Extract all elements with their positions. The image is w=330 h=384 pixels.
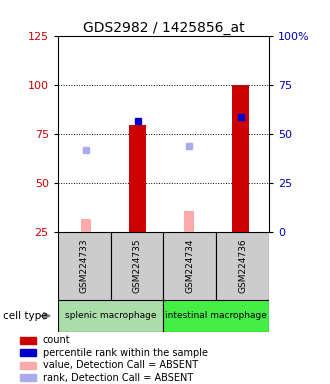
Bar	[163, 232, 216, 300]
Bar	[184, 211, 194, 232]
Text: percentile rank within the sample: percentile rank within the sample	[43, 348, 208, 358]
Text: GSM224736: GSM224736	[238, 238, 247, 293]
Text: rank, Detection Call = ABSENT: rank, Detection Call = ABSENT	[43, 373, 193, 383]
Text: GSM224734: GSM224734	[185, 239, 194, 293]
Bar	[216, 232, 269, 300]
Bar	[163, 300, 269, 332]
Text: splenic macrophage: splenic macrophage	[65, 311, 156, 320]
Text: cell type: cell type	[3, 311, 48, 321]
Bar	[129, 124, 146, 232]
Bar	[58, 300, 163, 332]
Text: value, Detection Call = ABSENT: value, Detection Call = ABSENT	[43, 360, 198, 370]
Text: count: count	[43, 335, 70, 345]
Bar	[58, 232, 111, 300]
Bar	[19, 362, 36, 369]
Text: intestinal macrophage: intestinal macrophage	[165, 311, 267, 320]
Title: GDS2982 / 1425856_at: GDS2982 / 1425856_at	[82, 22, 244, 35]
Bar	[19, 374, 36, 381]
Text: GSM224735: GSM224735	[132, 238, 142, 293]
Bar	[232, 86, 249, 232]
Bar	[19, 337, 36, 344]
Text: GSM224733: GSM224733	[80, 238, 89, 293]
Bar	[82, 218, 91, 232]
Bar	[19, 349, 36, 356]
Bar	[111, 232, 163, 300]
